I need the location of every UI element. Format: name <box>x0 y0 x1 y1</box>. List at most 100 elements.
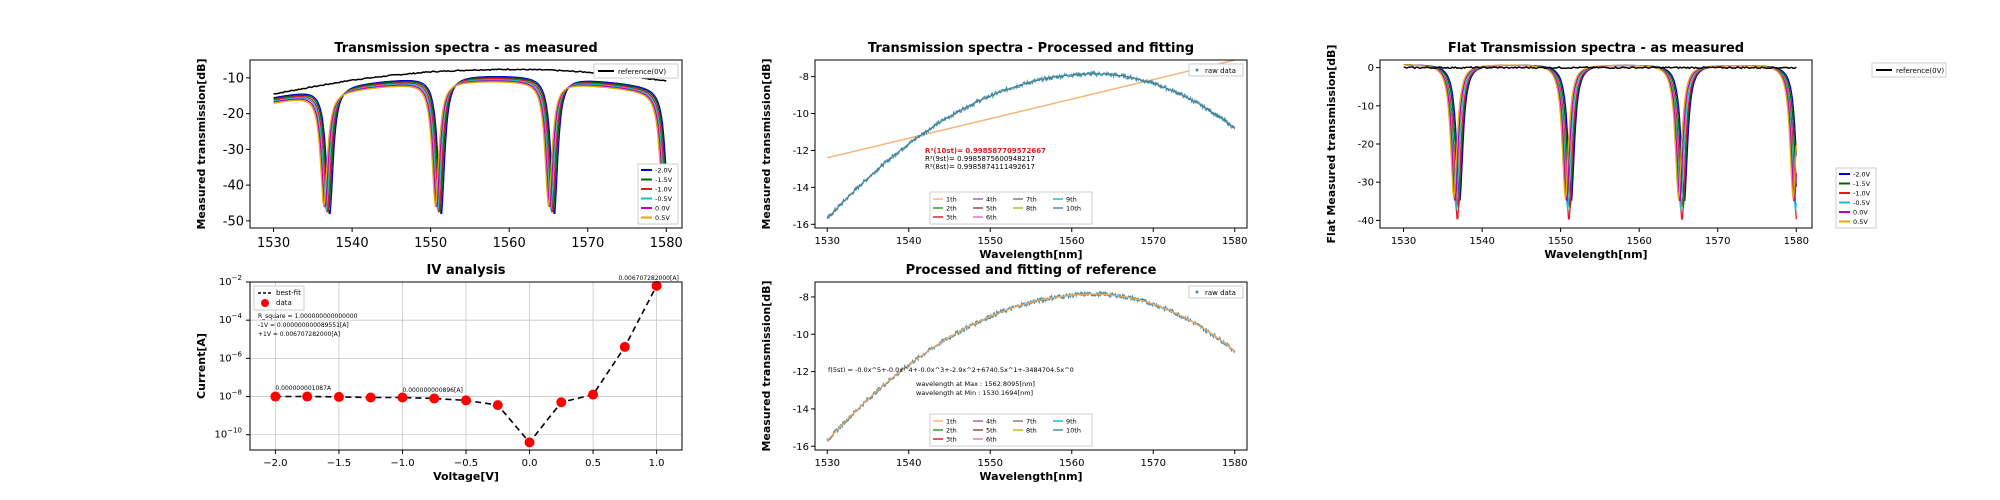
p4-legend: best-fit data <box>253 285 305 311</box>
p1-voltage-legend: -2.0V-1.5V -1.0V-0.5V 0.0V0.5V <box>637 163 679 225</box>
data-point <box>365 392 376 403</box>
p4-title: IV analysis <box>426 263 505 278</box>
p3-x-axis-label: Wavelength[nm] <box>1544 248 1647 261</box>
p5-y-tick-label: -10 <box>793 330 809 341</box>
legend-box <box>929 413 1093 447</box>
min-wavelength-text: wavelength at Min : 1530.1694[nm] <box>916 389 1033 397</box>
p2-x-tick-label: 1550 <box>978 236 1003 247</box>
data-point <box>588 389 599 400</box>
p4-x-tick-label: 1.0 <box>649 458 665 469</box>
legend-label: 0.5V <box>1853 218 1868 226</box>
r-squared-annotation: R²(9st)= 0.9985875600948217 <box>925 155 1035 163</box>
legend-label: -1.0V <box>1853 190 1871 198</box>
data-point <box>302 391 313 402</box>
p4-y-axis-label: Current[A] <box>195 333 208 399</box>
legend-label: 5th <box>986 427 997 435</box>
p4-x-tick-label: 0.0 <box>522 458 538 469</box>
data-point <box>270 391 281 402</box>
legend-box <box>253 285 305 311</box>
p5-y-axis-label: Measured transmission[dB] <box>760 280 773 451</box>
data-point <box>461 395 471 406</box>
p5-x-tick-label: 1540 <box>896 458 921 469</box>
p2-raw-legend: raw data <box>1188 63 1244 77</box>
p3-y-tick-label: -30 <box>1358 178 1374 189</box>
p1-y-tick-label: -50 <box>223 214 244 229</box>
data-point <box>556 397 567 408</box>
p5-x-tick-label: 1570 <box>1141 458 1166 469</box>
p4-y-tick-label: 10−10 <box>214 427 242 441</box>
data-point <box>492 400 503 411</box>
legend-label: 0.0V <box>655 205 670 213</box>
series-line--1.0V <box>273 78 667 213</box>
panel-processed-fitting: 1530 1540 1550 1560 1570 1580 -8 -10 -12 -14 -16 Tr… <box>760 41 1248 261</box>
fit-stat-text: R_square = 1.000000000000000 <box>258 313 358 320</box>
panel-iv-analysis: −2.0 −1.5 −1.0 −0.5 0.0 0.5 1.0 10−2 10−4 10−6 10−… <box>195 263 683 483</box>
p2-plot-frame <box>814 59 1248 229</box>
legend-label: 2th <box>946 205 957 213</box>
panel-transmission-measured: 1530 1540 1550 1560 1570 1580 -10 -20 -30 -40 -50 T… <box>195 41 683 251</box>
p1-title: Transmission spectra - as measured <box>334 41 597 56</box>
legend-box <box>637 163 679 225</box>
p3-y-tick-label: -10 <box>1358 101 1374 112</box>
point-value-label: 0.000000001087A <box>275 385 332 392</box>
legend-label: 10th <box>1066 427 1081 435</box>
point-value-label: 0.000000000896[A] <box>402 387 462 394</box>
p2-y-tick-label: -8 <box>799 72 809 83</box>
legend-label: reference(0V) <box>1896 67 1944 75</box>
p3-y-tick-label: -20 <box>1358 140 1374 151</box>
legend-label: 3th <box>946 214 957 222</box>
legend-box <box>1188 63 1244 77</box>
p1-x-tick-label: 1540 <box>336 236 369 251</box>
p2-fit-legend: 1th 4th 7th 9th 2th 5th 8th 10th 3th 6th <box>929 191 1093 225</box>
p1-y-tick-label: -30 <box>223 143 244 158</box>
legend-label: 8th <box>1026 205 1037 213</box>
p4-x-tick-label: 0.5 <box>585 458 601 469</box>
p4-y-tick-label: 10−6 <box>219 350 243 364</box>
p2-y-axis-label: Measured transmission[dB] <box>760 58 773 229</box>
legend-label: 8th <box>1026 427 1037 435</box>
legend-label: 9th <box>1066 418 1077 426</box>
legend-label: raw data <box>1205 289 1236 297</box>
legend-label: 1th <box>946 196 957 204</box>
data-point <box>524 437 535 448</box>
p2-y-tick-label: -10 <box>793 109 809 120</box>
legend-label: 3th <box>946 436 957 444</box>
legend-label: -0.5V <box>1853 199 1871 207</box>
p3-x-tick-label: 1560 <box>1626 236 1651 247</box>
legend-box <box>929 191 1093 225</box>
legend-swatch <box>261 299 269 307</box>
p4-y-tick-label: 10−4 <box>219 312 243 326</box>
fit-stat-text: +1V = 0.006707282000[A] <box>258 331 340 338</box>
p4-y-tick-label: 10−2 <box>219 274 242 288</box>
legend-label: -0.5V <box>655 195 673 203</box>
p3-voltage-legend: -2.0V-1.5V -1.0V-0.5V 0.0V0.5V <box>1835 167 1877 229</box>
legend-label: raw data <box>1205 67 1236 75</box>
legend-box <box>1871 62 1947 78</box>
p3-x-tick-label: 1580 <box>1784 236 1809 247</box>
legend-label: 0.0V <box>1853 209 1868 217</box>
p2-x-tick-label: 1560 <box>1059 236 1084 247</box>
max-wavelength-text: wavelength at Max : 1562.8095[nm] <box>916 380 1035 388</box>
legend-label: 6th <box>986 214 997 222</box>
legend-label: -2.0V <box>655 167 673 175</box>
p5-y-tick-label: -12 <box>793 367 809 378</box>
legend-label: 6th <box>986 436 997 444</box>
legend-swatch <box>1195 68 1199 72</box>
legend-label: 1th <box>946 418 957 426</box>
legend-label: -1.5V <box>1853 180 1871 188</box>
p1-x-tick-label: 1570 <box>571 236 604 251</box>
p3-x-tick-label: 1530 <box>1391 236 1416 247</box>
p5-raw-legend: raw data <box>1188 285 1244 299</box>
p4-x-tick-label: −1.5 <box>327 458 351 469</box>
panel-reference-fitting: 1530 1540 1550 1560 1570 1580 -8 -10 -12 -14 -16 Pr… <box>760 263 1248 483</box>
p1-y-tick-label: -40 <box>223 179 244 194</box>
fit-equation: f(5st) = -0.0x^5+-0.0x^4+-0.0x^3+-2.9x^2… <box>828 366 1074 374</box>
data-point <box>397 392 408 403</box>
p5-x-tick-label: 1580 <box>1222 458 1247 469</box>
legend-label: 5th <box>986 205 997 213</box>
panel-flat-transmission: 1530 1540 1550 1560 1570 1580 0 -10 -20 -30 -40 Fla… <box>1325 41 1947 261</box>
legend-label: best-fit <box>276 289 301 297</box>
data-point <box>429 393 440 404</box>
legend-box <box>1188 285 1244 299</box>
